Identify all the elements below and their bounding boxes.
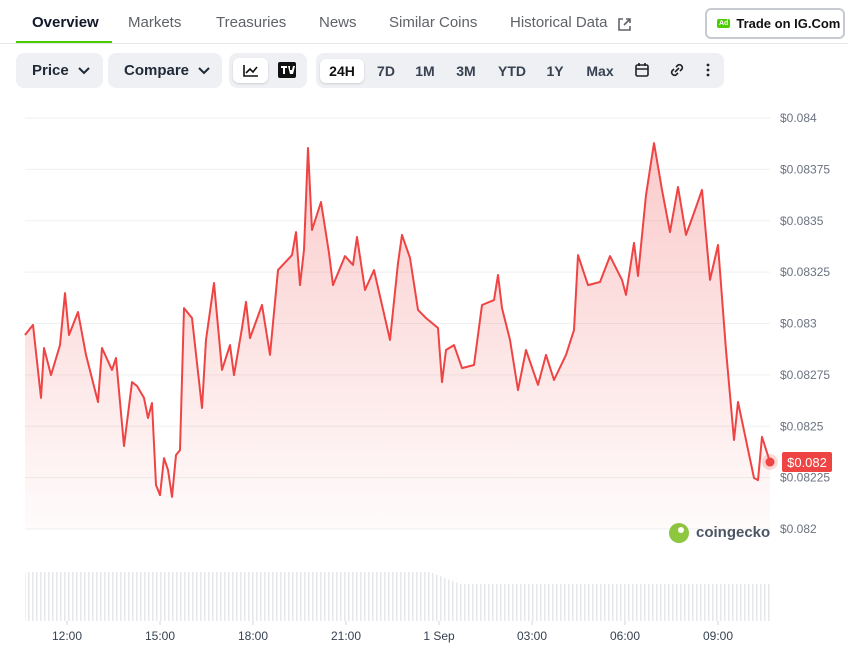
- last-price-tag: [782, 452, 832, 473]
- ad-badge: Ad: [717, 19, 731, 28]
- y-tick-label: $0.08325: [780, 265, 830, 279]
- volume-bars: [25, 572, 770, 621]
- tab[interactable]: Similar Coins: [389, 14, 478, 31]
- range-group: [316, 53, 724, 88]
- x-tick-label: 15:00: [145, 629, 175, 643]
- y-tick-label: $0.083: [780, 317, 817, 331]
- tab[interactable]: Markets: [128, 14, 182, 31]
- x-tick-label: 21:00: [331, 629, 361, 643]
- x-tick-label: 12:00: [52, 629, 82, 643]
- y-tick-label: $0.08275: [780, 368, 830, 382]
- price-label: Price: [32, 62, 69, 79]
- x-tick-label: 09:00: [703, 629, 733, 643]
- y-tick-label: $0.082: [780, 522, 817, 536]
- last-price-dot: [765, 457, 775, 467]
- range-button[interactable]: YTD: [498, 63, 526, 79]
- calendar-button[interactable]: [634, 62, 650, 78]
- chevron: [77, 66, 90, 74]
- price-area: [25, 143, 770, 529]
- y-tick-label: $0.0825: [780, 419, 824, 433]
- price-button[interactable]: Price: [16, 53, 103, 88]
- x-tick-label: 06:00: [610, 629, 640, 643]
- more-button[interactable]: [704, 62, 712, 78]
- tab-divider: [0, 43, 848, 44]
- tab-underline: [16, 41, 112, 43]
- range-button[interactable]: 3M: [456, 63, 476, 79]
- range-button[interactable]: 7D: [377, 63, 395, 79]
- ad-label: Trade on IG.Com: [736, 16, 841, 31]
- x-tick-label: 03:00: [517, 629, 547, 643]
- y-tick-label: $0.084: [780, 111, 817, 125]
- external-link-icon: [618, 18, 631, 31]
- range-button[interactable]: 24H: [320, 59, 364, 83]
- line-chart-button[interactable]: [233, 58, 268, 83]
- x-tick-label: 18:00: [238, 629, 268, 643]
- tab[interactable]: News: [319, 14, 357, 31]
- range-button[interactable]: Max: [586, 63, 614, 79]
- link-button[interactable]: [668, 62, 686, 78]
- price-line: [24, 142, 771, 498]
- ad-button[interactable]: Ad Trade on IG.Com: [705, 8, 845, 39]
- compare-label: Compare: [124, 62, 190, 79]
- line-chart-icon: [243, 65, 258, 77]
- tradingview-button[interactable]: [278, 62, 296, 78]
- tab[interactable]: Overview: [32, 14, 99, 31]
- range-button[interactable]: 1Y: [546, 63, 564, 79]
- range-button[interactable]: 1M: [415, 63, 435, 79]
- x-tick-label: 1 Sep: [423, 629, 455, 643]
- compare-button[interactable]: Compare: [108, 53, 222, 88]
- last-price-label: $0.082: [787, 455, 827, 470]
- y-tick-label: $0.08225: [780, 471, 830, 485]
- tab[interactable]: Historical Data: [510, 14, 608, 31]
- chevron: [198, 66, 210, 74]
- y-tick-label: $0.08375: [780, 162, 830, 176]
- tab[interactable]: Treasuries: [216, 14, 287, 31]
- y-tick-label: $0.0835: [780, 214, 824, 228]
